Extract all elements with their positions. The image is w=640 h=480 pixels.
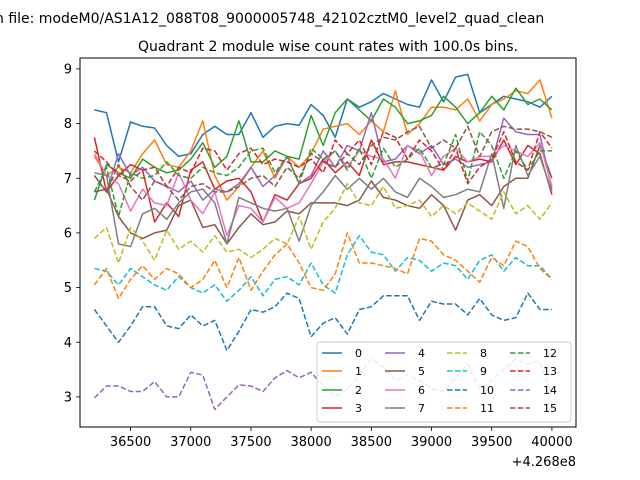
- legend-label-10: 10: [480, 384, 494, 397]
- series-line-1: [93, 79, 553, 201]
- series-line-13: [93, 131, 553, 188]
- legend-label-7: 7: [418, 402, 425, 415]
- legend-label-5: 5: [418, 365, 425, 378]
- legend-label-12: 12: [543, 347, 557, 360]
- x-offset-label: +4.268e8: [512, 455, 576, 470]
- y-tick-label: 6: [64, 226, 72, 241]
- legend-label-15: 15: [543, 402, 557, 415]
- x-tick-label: 38500: [351, 435, 392, 450]
- x-tick-label: 37500: [230, 435, 271, 450]
- legend-label-1: 1: [355, 365, 362, 378]
- y-tick-label: 7: [64, 172, 72, 187]
- legend-label-2: 2: [355, 384, 362, 397]
- legend-label-8: 8: [480, 347, 487, 360]
- x-tick-label: 39500: [471, 435, 512, 450]
- series-line-7: [94, 144, 553, 248]
- y-tick-label: 4: [64, 336, 72, 351]
- x-tick-label: 37000: [170, 435, 211, 450]
- series-layer: [93, 73, 553, 411]
- legend-label-13: 13: [543, 365, 557, 378]
- chart-title: Quadrant 2 module wise count rates with …: [138, 39, 518, 55]
- series-line-3: [93, 137, 553, 223]
- legend-label-3: 3: [355, 402, 362, 415]
- series-line-10: [93, 292, 552, 352]
- series-line-11: [93, 232, 553, 300]
- y-tick-label: 3: [64, 390, 72, 405]
- legend-frame: [316, 341, 572, 423]
- series-line-5: [94, 144, 553, 245]
- series-line-2: [93, 87, 553, 201]
- legend-label-6: 6: [418, 384, 425, 397]
- legend-label-4: 4: [418, 347, 425, 360]
- y-tick-label: 9: [64, 62, 72, 77]
- y-axis: 3 4 5 6 7 8 9: [64, 62, 80, 405]
- legend-label-11: 11: [480, 402, 494, 415]
- legend-label-9: 9: [480, 365, 487, 378]
- series-line-15: [93, 125, 553, 201]
- series-line-9: [94, 234, 553, 303]
- y-tick-label: 8: [64, 117, 72, 132]
- x-tick-label: 39000: [411, 435, 452, 450]
- legend-label-0: 0: [355, 347, 362, 360]
- x-tick-label: 38000: [290, 435, 331, 450]
- figure-suptitle: n file: modeM0/AS1A12_088T08_9000005748_…: [0, 11, 544, 27]
- y-tick-label: 5: [64, 281, 72, 296]
- series-line-4: [93, 111, 553, 201]
- x-tick-label: 40000: [531, 435, 572, 450]
- legend-label-14: 14: [543, 384, 557, 397]
- x-tick-label: 36500: [110, 435, 151, 450]
- series-line-0: [94, 73, 553, 163]
- x-axis: 36500 37000 37500 38000 38500 39000 39500 40000: [110, 427, 573, 450]
- axes-frame: [79, 57, 577, 428]
